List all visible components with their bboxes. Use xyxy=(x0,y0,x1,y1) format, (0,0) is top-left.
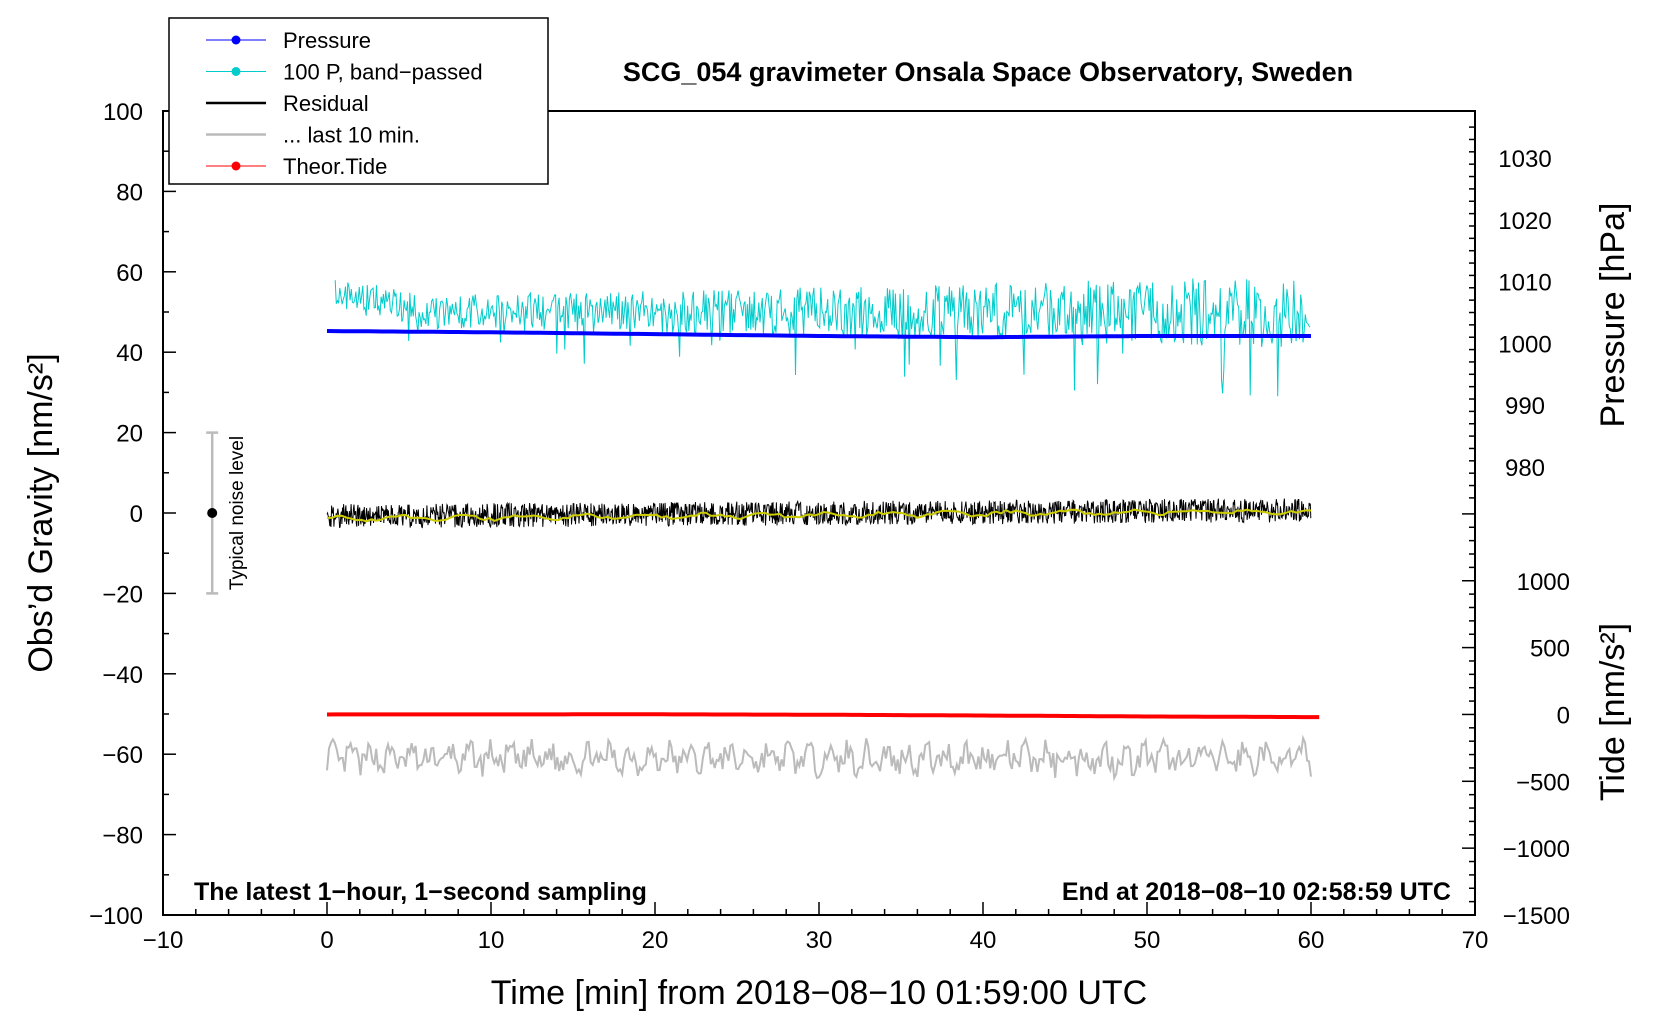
chart-title: SCG_054 gravimeter Onsala Space Observat… xyxy=(623,57,1353,87)
legend-label: ... last 10 min. xyxy=(283,123,420,148)
x-tick-label: 50 xyxy=(1134,927,1161,954)
left-tick-label: −100 xyxy=(89,903,143,930)
legend-label: Pressure xyxy=(283,28,371,53)
pressure-tick-label: 1010 xyxy=(1498,270,1551,297)
x-tick-label: 40 xyxy=(970,927,997,954)
legend-label: Residual xyxy=(283,91,369,116)
left-tick-label: 40 xyxy=(116,340,143,367)
pressure-tick-label: 1000 xyxy=(1498,331,1551,358)
legend: Pressure 100 P, band−passed Residual ... la… xyxy=(168,17,549,185)
legend-marker xyxy=(231,161,241,171)
pressure-tick-label: 990 xyxy=(1505,393,1545,420)
pressure-axis: 1030 1020 1010 1000 990 980 xyxy=(1469,126,1552,499)
tide-tick-label: 0 xyxy=(1557,702,1570,729)
series-residual xyxy=(326,498,1312,529)
annotation-end-time: End at 2018−08−10 02:58:59 UTC xyxy=(1062,878,1451,906)
left-tick-label: −20 xyxy=(102,581,143,608)
legend-marker xyxy=(231,35,241,45)
series-band-passed-pressure xyxy=(334,278,1311,397)
left-tick-label: 0 xyxy=(130,501,143,528)
left-axis: 100 80 60 40 20 0 −20 −40 −60 −80 −100 xyxy=(89,99,176,930)
legend-label: 100 P, band−passed xyxy=(283,60,483,85)
left-tick-label: −80 xyxy=(102,823,143,850)
x-tick-label: 20 xyxy=(642,927,669,954)
noise-bar: Typical noise level xyxy=(206,431,248,595)
series-last-10-min xyxy=(326,734,1312,782)
left-tick-label: 80 xyxy=(116,179,143,206)
series-pressure xyxy=(326,329,1311,340)
tide-tick-label: −1000 xyxy=(1503,836,1570,863)
x-tick-label: 0 xyxy=(320,927,333,954)
legend-box xyxy=(168,17,549,185)
series-residual-smoothed xyxy=(326,508,1312,523)
tide-axis: 1000 500 0 −500 −1000 −1500 xyxy=(1462,513,1570,930)
x-tick-label: −10 xyxy=(143,927,184,954)
tide-tick-label: −500 xyxy=(1516,769,1570,796)
series-layer xyxy=(326,278,1320,782)
legend-marker xyxy=(231,67,241,76)
left-tick-label: 60 xyxy=(116,260,143,287)
pressure-tick-label: 1020 xyxy=(1498,208,1551,235)
noise-bar-label: Typical noise level xyxy=(227,436,248,590)
x-tick-label: 10 xyxy=(478,927,505,954)
tide-axis-label: Tide [nm/s²] xyxy=(1594,623,1632,801)
pressure-tick-label: 1030 xyxy=(1498,146,1551,173)
x-axis: −10 0 10 20 30 40 50 60 70 xyxy=(143,902,1489,954)
left-tick-label: −40 xyxy=(102,662,143,689)
series-theoretical-tide xyxy=(326,712,1320,720)
tide-tick-label: 500 xyxy=(1530,636,1570,663)
left-tick-label: 100 xyxy=(103,99,143,126)
tide-tick-label: −1500 xyxy=(1503,903,1570,930)
x-tick-label: 30 xyxy=(806,927,833,954)
pressure-tick-label: 980 xyxy=(1505,455,1545,482)
x-tick-label: 70 xyxy=(1462,927,1489,954)
left-tick-label: 20 xyxy=(116,421,143,448)
tide-tick-label: 1000 xyxy=(1517,569,1570,596)
pressure-axis-label: Pressure [hPa] xyxy=(1594,203,1632,428)
x-tick-label: 60 xyxy=(1298,927,1325,954)
x-axis-label: Time [min] from 2018−08−10 01:59:00 UTC xyxy=(491,974,1147,1012)
annotation-latest-hour: The latest 1−hour, 1−second sampling xyxy=(194,878,647,906)
noise-bar-center xyxy=(207,508,218,518)
left-axis-label: Obs’d Gravity [nm/s²] xyxy=(22,353,60,672)
left-tick-label: −60 xyxy=(102,742,143,769)
legend-label: Theor.Tide xyxy=(283,154,387,179)
